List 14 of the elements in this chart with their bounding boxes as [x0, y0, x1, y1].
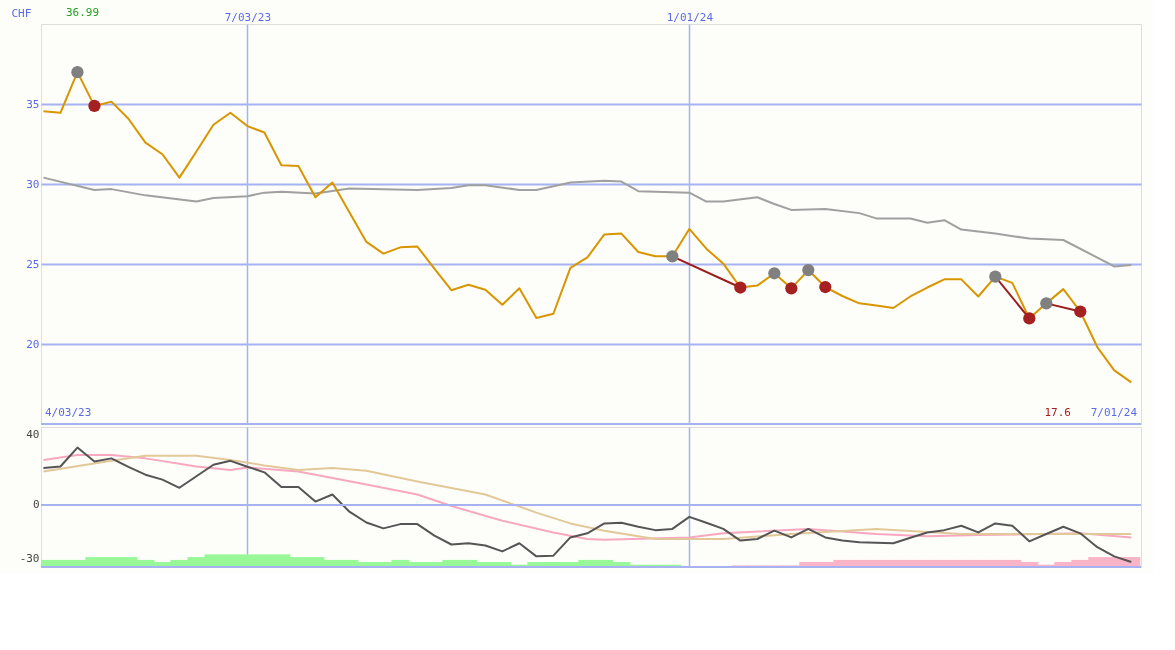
annotation: 7/01/24 — [1090, 406, 1138, 419]
y-tick-label: 25 — [26, 257, 40, 271]
text: 36.99 — [66, 6, 100, 19]
annotation: 17.6 — [1044, 406, 1071, 419]
y-tick-label: 30 — [26, 177, 40, 191]
y-tick-label: -30 — [19, 551, 40, 565]
x-tick-label: 7/03/23 — [224, 10, 272, 24]
y-tick-label: 35 — [26, 97, 40, 111]
annotation: 4/03/23 — [45, 406, 92, 419]
x-tick-label: 1/01/24 — [666, 10, 714, 24]
y-tick-label: 0 — [32, 498, 40, 512]
y-tick-label: 40 — [26, 427, 40, 441]
y-tick-label: 20 — [26, 337, 40, 351]
y-axis-title: CHF — [11, 6, 32, 20]
